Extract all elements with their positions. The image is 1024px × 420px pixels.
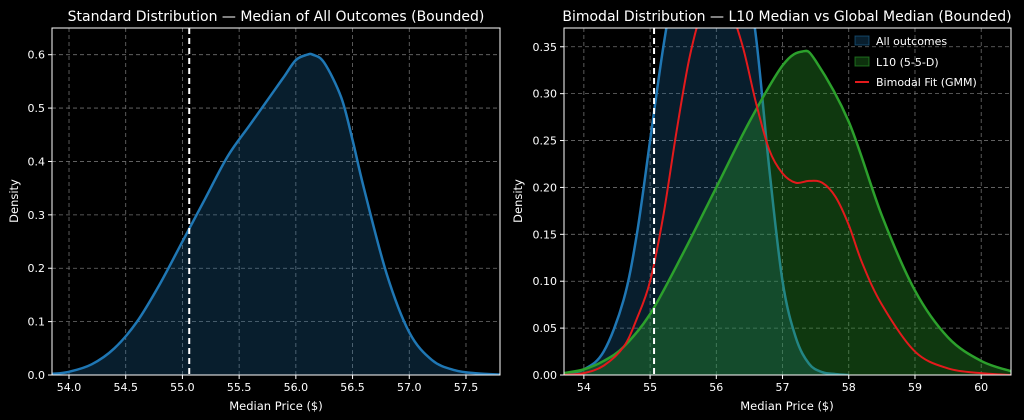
chart-title: Bimodal Distribution — L10 Median vs Glo… [562, 9, 1011, 25]
plot-area [564, 28, 1011, 375]
y-tick-label: 0.35 [533, 41, 558, 54]
x-axis-ticks: 54 55 56 57 58 59 60 [577, 375, 988, 394]
y-axis-label: Density [511, 179, 525, 223]
legend-swatch-l10 [854, 56, 870, 67]
series-area-all-outcomes [52, 53, 500, 375]
y-tick-label: 0.0 [28, 369, 46, 382]
y-tick-label: 0.30 [533, 88, 558, 101]
plot-area [52, 52, 500, 375]
series-line-all-outcomes [52, 52, 500, 375]
x-tick-label: 55.5 [227, 381, 252, 394]
chart-bimodal-distribution: Bimodal Distribution — L10 Median vs Glo… [511, 9, 1012, 413]
series-area-all-outcomes [564, 28, 849, 375]
x-tick-label: 59 [908, 381, 922, 394]
x-axis-ticks: 54.0 54.5 55.0 55.5 56.0 56.5 57.0 57.5 [57, 375, 478, 394]
series-line-bimodal-fit-gmm [564, 28, 1011, 375]
x-tick-label: 58 [842, 381, 856, 394]
x-tick-label: 60 [974, 381, 988, 394]
series-line-all-outcomes [564, 28, 849, 375]
y-tick-label: 0.20 [533, 181, 558, 194]
y-tick-label: 0.05 [533, 322, 558, 335]
legend-label-gmm: Bimodal Fit (GMM) [876, 76, 977, 89]
x-tick-label: 56.5 [340, 381, 365, 394]
y-tick-label: 0.00 [533, 369, 558, 382]
y-tick-label: 0.6 [28, 49, 46, 62]
x-axis-label: Median Price ($) [740, 399, 833, 413]
x-tick-label: 57.5 [454, 381, 479, 394]
y-tick-label: 0.10 [533, 275, 558, 288]
x-tick-label: 57.0 [397, 381, 422, 394]
chart-standard-distribution: Standard Distribution — Median of All Ou… [7, 9, 501, 413]
y-tick-label: 0.3 [28, 209, 46, 222]
legend: All outcomes L10 (5-5-D) Bimodal Fit (GM… [854, 35, 977, 89]
y-axis-label: Density [7, 179, 21, 223]
y-tick-label: 0.25 [533, 135, 558, 148]
x-tick-label: 55 [643, 381, 657, 394]
x-tick-label: 54 [577, 381, 591, 394]
legend-swatch-all-outcomes [854, 35, 870, 46]
x-tick-label: 57 [776, 381, 790, 394]
y-axis-ticks: 0.0 0.1 0.2 0.3 0.4 0.5 0.6 [28, 49, 52, 382]
y-axis-ticks: 0.00 0.05 0.10 0.15 0.20 0.25 0.30 0.35 [533, 41, 564, 382]
legend-label-l10: L10 (5-5-D) [876, 56, 939, 69]
chart-title: Standard Distribution — Median of All Ou… [68, 9, 485, 25]
y-tick-label: 0.15 [533, 228, 558, 241]
x-tick-label: 54.5 [113, 381, 138, 394]
legend-label-all-outcomes: All outcomes [876, 35, 947, 48]
series-area-l10-5-5-d [564, 50, 1011, 375]
x-tick-label: 54.0 [57, 381, 82, 394]
y-tick-label: 0.5 [28, 102, 46, 115]
x-tick-label: 55.0 [170, 381, 195, 394]
axes-frame [51, 27, 501, 376]
y-tick-label: 0.1 [28, 316, 46, 329]
x-tick-label: 56 [709, 381, 723, 394]
x-axis-label: Median Price ($) [229, 399, 322, 413]
y-tick-label: 0.2 [28, 262, 46, 275]
axes-frame [563, 27, 1012, 376]
x-tick-label: 56.0 [284, 381, 309, 394]
y-tick-label: 0.4 [28, 155, 46, 168]
